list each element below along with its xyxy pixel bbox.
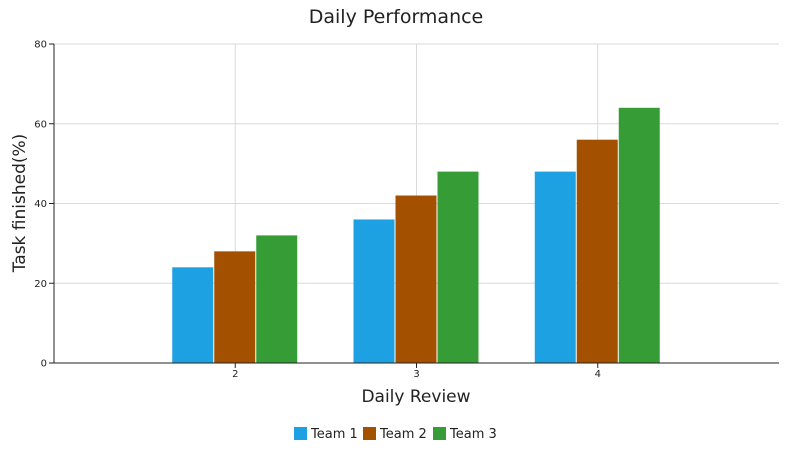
bar-team-2-3	[395, 195, 437, 363]
y-tick-label: 60	[34, 119, 47, 130]
bar-team-1-3	[353, 219, 395, 363]
bar-team-3-2	[256, 235, 298, 363]
legend-swatch-team-2	[363, 427, 376, 440]
x-axis-label: Daily Review	[361, 387, 470, 407]
y-tick-label: 0	[41, 359, 47, 370]
bars	[172, 107, 660, 363]
legend-label-team-1: Team 1	[310, 427, 358, 442]
bar-team-1-2	[172, 267, 214, 363]
legend: Team 1 Team 2 Team 3	[294, 427, 497, 442]
x-tick-label: 3	[413, 369, 419, 380]
legend-label-team-3: Team 3	[449, 427, 497, 442]
legend-swatch-team-3	[433, 427, 446, 440]
axes	[49, 43, 779, 368]
x-tick-label: 4	[595, 369, 601, 380]
x-tick-label: 2	[232, 369, 238, 380]
y-tick-label: 40	[34, 199, 47, 210]
y-axis-label: Task finished(%)	[10, 134, 30, 274]
bar-team-3-4	[618, 107, 660, 363]
bar-team-1-4	[534, 171, 576, 363]
bar-team-2-2	[214, 251, 256, 363]
y-tick-label: 80	[34, 40, 47, 51]
bar-team-2-4	[576, 139, 618, 363]
y-tick-label: 20	[34, 279, 47, 290]
legend-label-team-2: Team 2	[379, 427, 427, 442]
tick-labels: 0 20 40 60 80 2 3 4	[34, 40, 601, 381]
legend-swatch-team-1	[294, 427, 307, 440]
bar-team-3-3	[437, 171, 479, 363]
chart-title: Daily Performance	[309, 6, 484, 28]
